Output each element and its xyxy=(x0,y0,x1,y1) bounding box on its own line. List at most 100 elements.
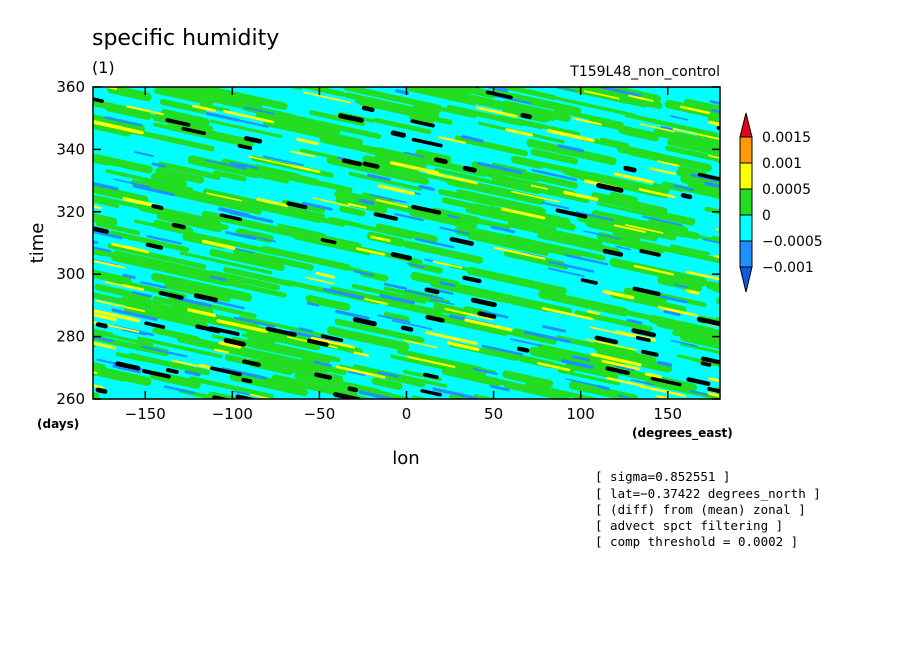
green-contour-streak xyxy=(112,250,169,267)
threshold-marker xyxy=(686,377,711,386)
green-contour-streak xyxy=(371,377,403,391)
green-contour-streak xyxy=(155,167,205,184)
run-label: T159L48_non_control xyxy=(569,64,720,80)
green-contour-streak xyxy=(156,212,223,233)
threshold-marker xyxy=(697,172,720,181)
threshold-marker xyxy=(462,165,477,173)
yellow-contour-streak xyxy=(586,310,601,315)
threshold-marker xyxy=(55,249,69,252)
threshold-marker xyxy=(596,182,624,193)
green-contour-streak xyxy=(396,348,482,372)
blue-contour-streak xyxy=(113,178,151,188)
blue-contour-streak xyxy=(540,201,570,210)
green-contour-streak xyxy=(233,248,314,271)
yellow-contour-streak xyxy=(256,197,289,208)
blue-contour-streak xyxy=(151,162,166,168)
green-contour-streak xyxy=(405,289,440,304)
green-contour-streak xyxy=(677,165,707,175)
green-contour-streak xyxy=(209,248,285,272)
green-contour-streak xyxy=(732,398,821,418)
blue-contour-streak xyxy=(523,330,572,344)
green-contour-streak xyxy=(408,210,477,230)
green-contour-streak xyxy=(93,153,153,174)
blue-contour-streak xyxy=(711,109,720,114)
yellow-contour-streak xyxy=(216,319,268,334)
blue-contour-streak xyxy=(306,302,320,307)
green-contour-streak xyxy=(538,227,603,248)
yellow-contour-streak xyxy=(590,352,642,367)
threshold-marker xyxy=(390,130,407,138)
threshold-marker xyxy=(516,346,530,353)
yellow-contour-streak xyxy=(638,188,676,199)
colorbar-label: 0 xyxy=(762,208,771,224)
green-contour-streak xyxy=(326,326,410,352)
yellow-contour-streak xyxy=(303,91,351,104)
green-contour-streak xyxy=(105,169,193,192)
green-contour-streak xyxy=(574,310,653,332)
blue-contour-streak xyxy=(439,226,470,235)
blue-contour-layer xyxy=(93,87,720,399)
blue-contour-streak xyxy=(112,364,142,374)
blue-contour-streak xyxy=(414,237,455,249)
green-contour-streak xyxy=(710,235,720,243)
green-contour-streak xyxy=(305,361,347,376)
green-contour-streak xyxy=(632,205,696,225)
green-contour-streak xyxy=(670,244,711,256)
threshold-marker xyxy=(631,328,656,338)
green-contour-streak xyxy=(272,203,325,219)
colorbar-swatch-yellow xyxy=(739,162,753,190)
blue-contour-streak xyxy=(482,87,509,93)
blue-contour-streak xyxy=(561,359,594,370)
colorbar-swatch-green xyxy=(739,188,753,216)
green-contour-streak xyxy=(385,406,472,425)
threshold-marker xyxy=(411,204,442,215)
threshold-marker xyxy=(373,212,398,221)
threshold-marker xyxy=(361,105,375,113)
threshold-marker xyxy=(462,275,482,284)
yellow-contour-streak xyxy=(656,395,676,399)
blue-contour-streak xyxy=(430,298,455,306)
green-contour-streak xyxy=(309,110,366,127)
x-tick-label: 100 xyxy=(566,405,595,423)
threshold-marker xyxy=(425,314,445,323)
yellow-contour-streak xyxy=(585,338,637,351)
y-tick-label: 340 xyxy=(56,140,85,158)
blue-contour-streak xyxy=(395,89,410,95)
threshold-marker xyxy=(52,360,59,362)
blue-contour-streak xyxy=(175,296,212,308)
yellow-contour-streak xyxy=(708,154,720,159)
threshold-marker xyxy=(470,297,497,308)
green-contour-streak xyxy=(42,99,68,105)
green-contour-streak xyxy=(128,352,211,376)
green-contour-streak xyxy=(335,196,388,214)
yellow-contour-streak xyxy=(639,123,675,133)
yellow-contour-streak xyxy=(93,341,117,350)
green-contour-streak xyxy=(203,188,265,207)
threshold-marker xyxy=(223,337,246,347)
blue-contour-streak xyxy=(642,215,683,227)
threshold-marker xyxy=(410,87,413,88)
green-contour-streak xyxy=(653,127,720,151)
blue-contour-streak xyxy=(379,293,416,305)
yellow-contour-streak xyxy=(218,341,242,349)
threshold-marker xyxy=(420,389,442,397)
green-contour-streak xyxy=(723,88,774,99)
threshold-marker xyxy=(171,222,186,230)
green-contour-streak xyxy=(403,240,484,264)
blue-contour-streak xyxy=(669,115,689,121)
green-contour-streak xyxy=(623,287,668,303)
yellow-contour-streak xyxy=(248,155,295,168)
green-contour-streak xyxy=(335,139,435,165)
yellow-contour-streak xyxy=(213,348,230,354)
green-contour-streak xyxy=(187,87,288,110)
green-contour-streak xyxy=(93,158,110,166)
blue-contour-streak xyxy=(353,270,375,277)
green-contour-streak xyxy=(153,122,187,133)
yellow-contour-streak xyxy=(377,184,415,196)
green-contour-streak xyxy=(601,218,677,241)
blue-contour-streak xyxy=(541,325,566,333)
yellow-contour-streak xyxy=(438,136,466,144)
yellow-contour-streak xyxy=(93,370,98,375)
green-contour-streak xyxy=(599,137,629,148)
yellow-contour-streak xyxy=(639,385,687,398)
